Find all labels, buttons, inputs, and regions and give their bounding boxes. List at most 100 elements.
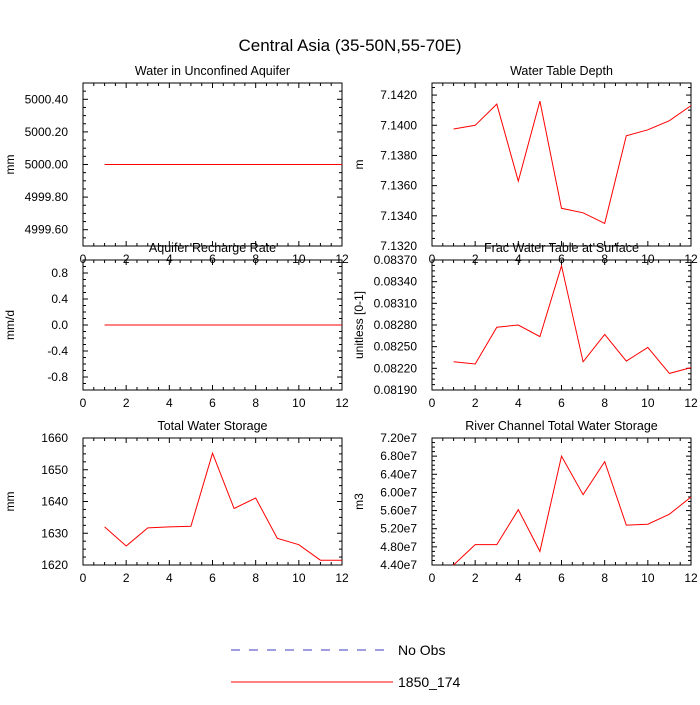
y-tick-label: 4.40e7 <box>380 558 417 572</box>
series-line <box>104 451 342 561</box>
y-tick-label: 7.1380 <box>380 148 417 162</box>
y-tick-label: 0.08190 <box>374 383 418 397</box>
x-tick-label: 0 <box>429 252 436 266</box>
page-title: Central Asia (35-50N,55-70E) <box>238 36 461 55</box>
y-tick-label: 0.8 <box>51 266 68 280</box>
x-tick-label: 8 <box>601 252 608 266</box>
panel-title: Aquifer Recharge Rate <box>149 241 276 255</box>
y-tick-label: 5000.40 <box>25 92 69 106</box>
x-tick-label: 10 <box>641 396 655 410</box>
x-tick-label: 8 <box>601 396 608 410</box>
legend: No Obs 1850_174 <box>231 642 461 690</box>
x-tick-label: 4 <box>515 252 522 266</box>
x-tick-label: 12 <box>684 396 698 410</box>
x-tick-label: 12 <box>335 571 349 585</box>
x-tick-label: 0 <box>80 396 87 410</box>
x-tick-label: 6 <box>558 252 565 266</box>
y-tick-label: 1650 <box>41 463 68 477</box>
y-tick-label: 7.1360 <box>380 179 417 193</box>
y-tick-label: 6.00e7 <box>380 485 417 499</box>
plot-frame <box>431 82 692 247</box>
y-tick-label: 0.08310 <box>374 296 418 310</box>
x-tick-label: 10 <box>292 252 306 266</box>
x-tick-label: 10 <box>292 396 306 410</box>
x-tick-label: 4 <box>166 252 173 266</box>
x-tick-label: 6 <box>558 571 565 585</box>
y-tick-label: 1630 <box>41 526 68 540</box>
y-tick-label: 6.40e7 <box>380 467 417 481</box>
y-tick-label: 0.08280 <box>374 318 418 332</box>
y-tick-label: 7.1340 <box>380 209 417 223</box>
y-axis-label: unitless [0-1] <box>352 291 366 359</box>
x-tick-label: 12 <box>684 571 698 585</box>
y-tick-label: 4.80e7 <box>380 540 417 554</box>
x-tick-label: 12 <box>684 252 698 266</box>
y-tick-label: 1620 <box>41 558 68 572</box>
series-line <box>453 263 692 374</box>
y-axis-label: m <box>352 160 366 170</box>
y-tick-label: 0.0 <box>51 318 68 332</box>
y-axis-label: mm <box>3 492 17 512</box>
y-tick-label: 5000.20 <box>25 125 69 139</box>
chart-panel-1: Water in Unconfined Aquifer mm 0 2 4 6 8 10 12 49… <box>3 64 349 266</box>
y-axis-label: m3 <box>352 493 366 510</box>
plot-frame <box>431 259 692 391</box>
x-tick-label: 4 <box>515 396 522 410</box>
y-tick-label: 5.60e7 <box>380 504 417 518</box>
x-tick-label: 2 <box>123 252 130 266</box>
panel-title: Water in Unconfined Aquifer <box>135 64 290 78</box>
x-tick-label: 6 <box>209 396 216 410</box>
chart-panel-6: River Channel Total Water Storage m3 0 2 4 6 8… <box>352 419 698 585</box>
y-tick-label: 0.08340 <box>374 275 418 289</box>
x-tick-label: 4 <box>166 571 173 585</box>
x-tick-label: 6 <box>558 396 565 410</box>
panel-title: Total Water Storage <box>157 419 267 433</box>
y-tick-label: 1660 <box>41 431 68 445</box>
y-tick-label: 1640 <box>41 495 68 509</box>
x-tick-label: 6 <box>209 252 216 266</box>
chart-panel-4: Frac Water Table at Surface unitless [0-1… <box>352 241 698 410</box>
x-tick-label: 4 <box>515 571 522 585</box>
x-tick-label: 10 <box>641 571 655 585</box>
plot-frame <box>82 437 343 566</box>
chart-panel-5: Total Water Storage mm 0 2 4 6 8 10 12 1620 1630 16… <box>3 419 349 585</box>
legend-label-1850-174: 1850_174 <box>398 674 461 690</box>
y-tick-label: 0.08220 <box>374 361 418 375</box>
x-tick-label: 2 <box>472 396 479 410</box>
x-tick-label: 12 <box>335 252 349 266</box>
y-tick-label: 0.4 <box>51 292 68 306</box>
x-tick-label: 2 <box>472 571 479 585</box>
x-tick-label: 10 <box>641 252 655 266</box>
y-tick-label: 4999.80 <box>25 190 69 204</box>
y-tick-label: 4999.60 <box>25 223 69 237</box>
x-tick-label: 2 <box>123 396 130 410</box>
x-tick-label: 8 <box>252 252 259 266</box>
y-axis-label: mm <box>3 155 17 175</box>
x-tick-label: 10 <box>292 571 306 585</box>
series-line <box>453 100 692 225</box>
y-tick-label: 6.80e7 <box>380 449 417 463</box>
y-axis-label: mm/d <box>3 310 17 340</box>
y-tick-label: -0.4 <box>47 344 68 358</box>
panel-title: Water Table Depth <box>510 64 613 78</box>
chart-panels: Water in Unconfined Aquifer mm 0 2 4 6 8 10 12 49… <box>3 64 698 585</box>
x-tick-label: 4 <box>166 396 173 410</box>
x-tick-label: 8 <box>252 571 259 585</box>
y-tick-label: -0.8 <box>47 370 68 384</box>
x-tick-label: 8 <box>252 396 259 410</box>
y-tick-label: 7.20e7 <box>380 431 417 445</box>
y-tick-label: 0.08370 <box>374 253 418 267</box>
x-tick-label: 2 <box>123 571 130 585</box>
x-tick-label: 8 <box>601 571 608 585</box>
y-tick-label: 5.20e7 <box>380 522 417 536</box>
x-tick-label: 6 <box>209 571 216 585</box>
x-tick-label: 0 <box>80 571 87 585</box>
y-tick-label: 7.1320 <box>380 239 417 253</box>
x-tick-label: 0 <box>429 396 436 410</box>
legend-label-no-obs: No Obs <box>398 642 445 658</box>
series-line <box>453 454 692 566</box>
chart-panel-3: Aquifer Recharge Rate mm/d 0 2 4 6 8 10 12 -0.8 -0… <box>3 241 349 410</box>
panel-title: River Channel Total Water Storage <box>465 419 658 433</box>
y-tick-label: 7.1400 <box>380 118 417 132</box>
